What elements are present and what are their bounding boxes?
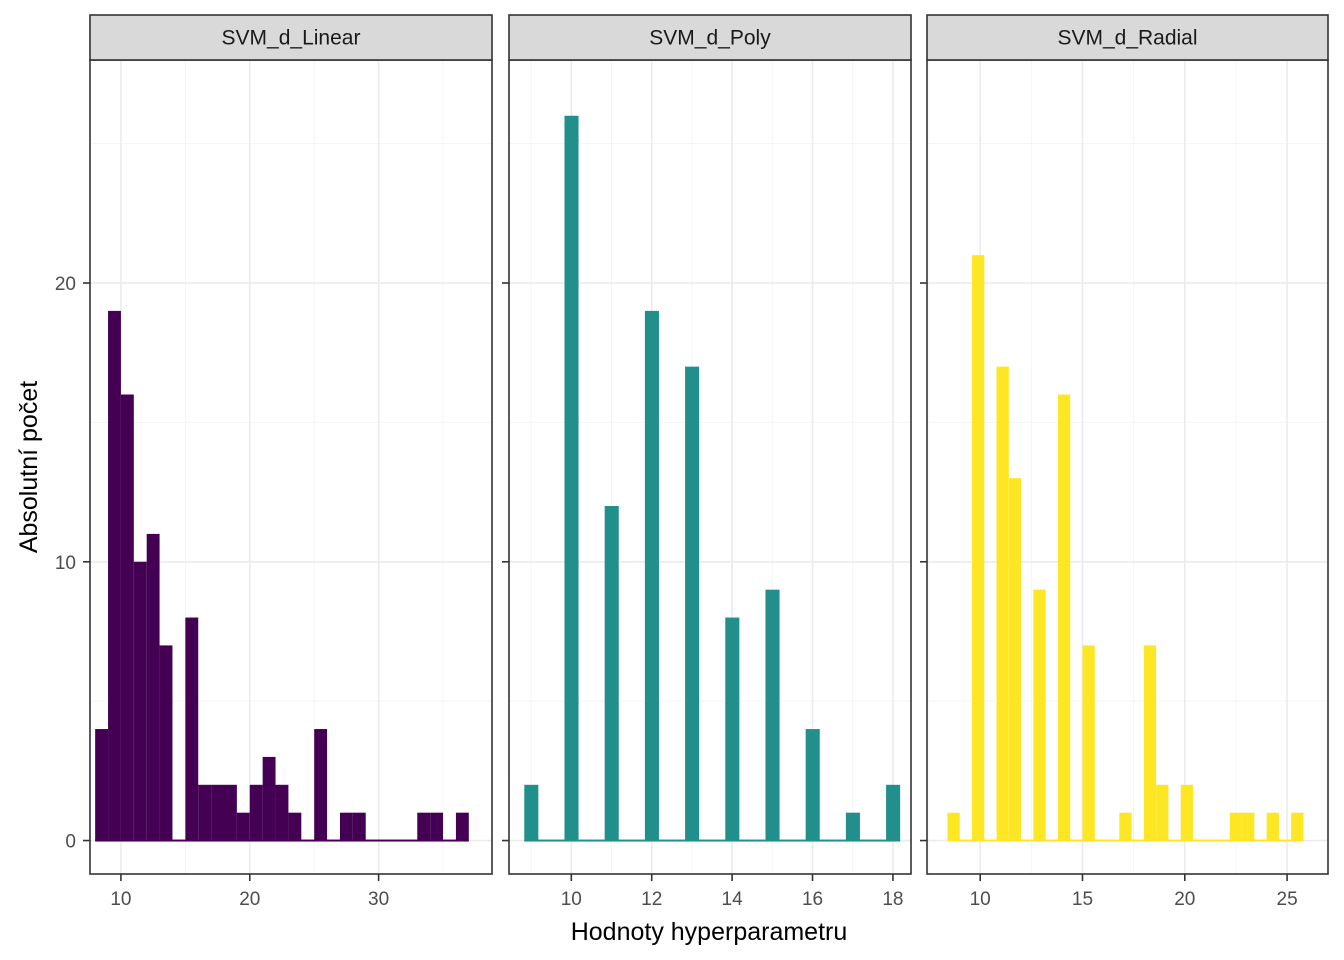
y-tick-label: 10 [55,553,76,574]
histogram-bar [972,255,985,841]
histogram-bar [224,784,237,841]
facet-svm-d-poly: SVM_d_Poly 10 12 14 16 18 [502,14,912,910]
histogram-baseline [524,839,901,842]
panel-background [927,60,1328,874]
x-tick-label: 10 [110,889,131,910]
x-tick-label: 10 [970,889,991,910]
x-tick-label: 30 [368,889,389,910]
histogram-bar [886,784,901,841]
x-tick-label: 18 [882,889,903,910]
histogram-bar [120,394,134,841]
histogram-bar [108,310,121,841]
histogram-bar [1008,478,1022,841]
histogram-bar [275,784,289,841]
histogram-bar [133,561,147,841]
histogram-bar [947,812,960,841]
histogram-bar [352,812,366,841]
histogram-bar [146,533,160,841]
y-axis-title: Absolutní počet [15,381,43,553]
histogram-bar [644,310,659,841]
histogram-bar [430,812,444,841]
x-axis-title: Hodnoty hyperparametru [571,918,848,946]
histogram-bar [1229,812,1243,841]
histogram-bar [524,784,539,841]
facet-svm-d-radial: SVM_d_Radial 10 15 20 25 [920,14,1329,910]
histogram-bar [1057,394,1071,841]
histogram-bar [1082,645,1095,841]
histogram-bar [1119,812,1132,841]
histogram-bar [765,589,780,841]
histogram-bar [1180,784,1193,841]
histogram-bar [996,366,1009,841]
x-tick-label: 20 [239,889,260,910]
facet-strip-label: SVM_d_Linear [222,27,361,50]
x-tick-label: 25 [1277,889,1298,910]
histogram-bar [198,784,212,841]
histogram-bar [845,812,860,841]
histogram-baseline [95,839,469,842]
histogram-bar [685,366,700,841]
histogram-bar [564,115,579,841]
facet-strip [926,14,1329,61]
histogram-bar [805,729,820,841]
histogram-bar [1291,812,1304,841]
facet-svm-d-linear: SVM_d_Linear 10 20 30 [83,14,493,910]
facet-strip-label: SVM_d_Poly [649,27,771,50]
histogram-bar [262,756,276,841]
histogram-bar [288,812,302,841]
histogram-bar [1033,589,1046,841]
y-tick-label: 0 [65,832,76,853]
histogram-bar [417,812,431,841]
histogram-bar [185,617,199,841]
histogram-bar [211,784,224,841]
histogram-bar [314,729,328,841]
histogram-bar [1143,645,1157,841]
histogram-bar [339,812,353,841]
x-tick-label: 10 [561,889,582,910]
histogram-bar [249,784,263,841]
histogram-bar [604,506,619,841]
x-tick-label: 15 [1072,889,1093,910]
histogram-bar [455,812,469,841]
histogram-bar [725,617,740,841]
x-tick-label: 16 [802,889,823,910]
facet-strip [508,14,912,61]
y-tick-label: 20 [55,274,76,295]
x-tick-label: 14 [722,889,744,910]
facet-strip-label: SVM_d_Radial [1057,27,1197,50]
x-tick-label: 20 [1174,889,1195,910]
histogram-bar [1156,784,1169,841]
histogram-bar [1266,812,1279,841]
x-tick-label: 12 [641,889,662,910]
facet-strip [89,14,493,61]
histogram-bar [159,645,173,841]
histogram-bar [1242,812,1255,841]
histogram-bar [95,729,109,841]
histogram-baseline [947,839,1304,842]
histogram-bar [236,812,250,841]
